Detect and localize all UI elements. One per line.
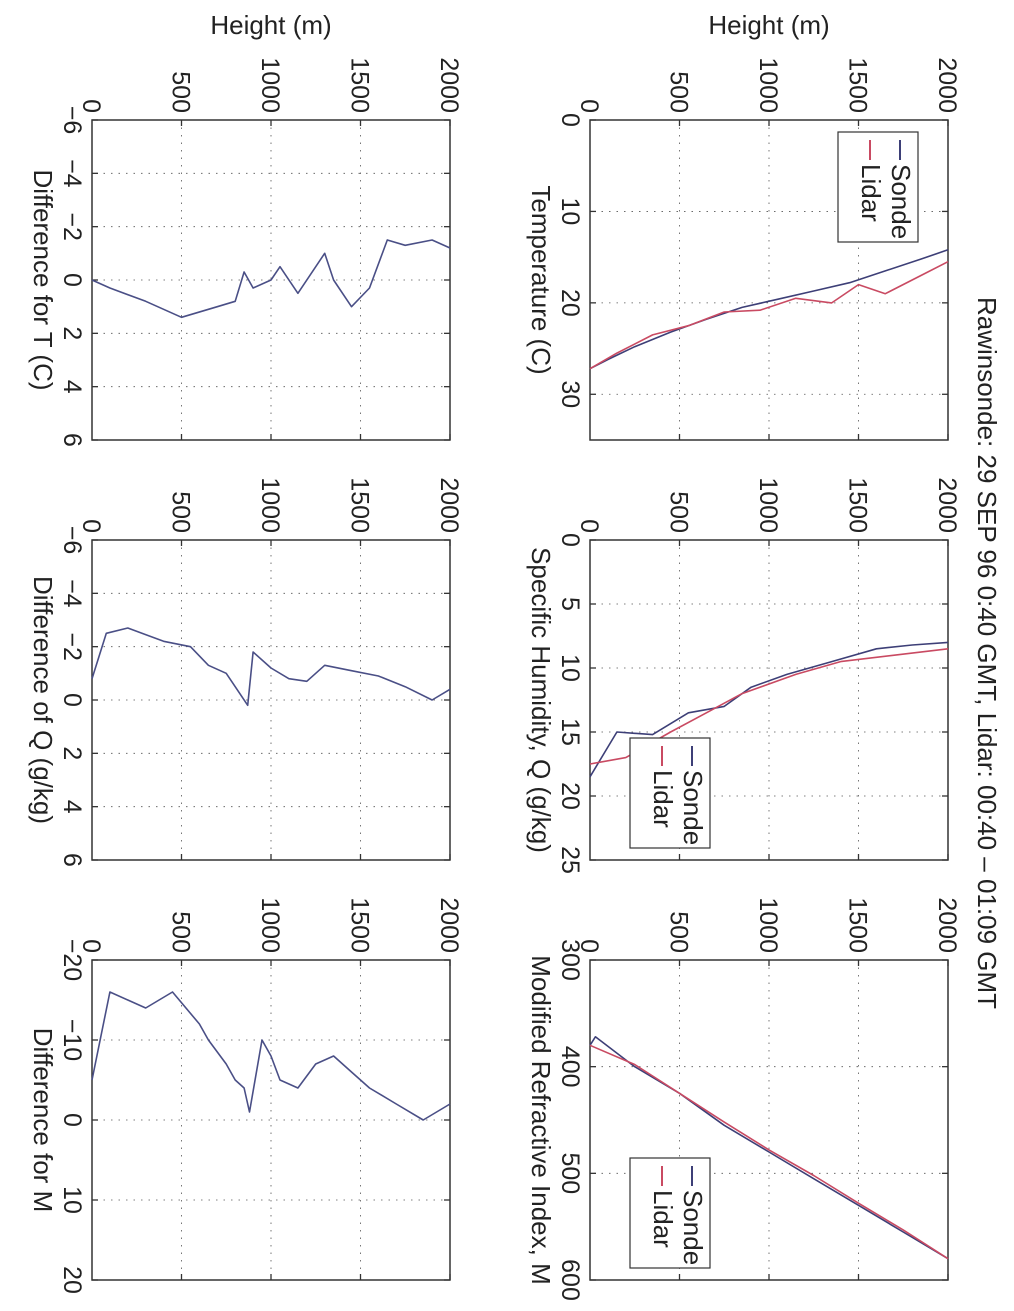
series-line-lidar bbox=[589, 1044, 949, 1260]
x-tick-label: −2 bbox=[58, 212, 86, 241]
legend-label-lidar: Lidar bbox=[856, 164, 886, 222]
x-tick-label: 20 bbox=[58, 1266, 86, 1294]
x-tick-label: 6 bbox=[58, 853, 86, 867]
x-axis-label: Specific Humidity, Q (g/kg) bbox=[526, 547, 556, 853]
x-tick-label: −10 bbox=[58, 1019, 86, 1061]
x-tick-label: 15 bbox=[556, 718, 584, 746]
y-tick-label: 1500 bbox=[346, 477, 374, 533]
series-line-sonde bbox=[589, 1036, 949, 1260]
x-axis-label: Difference of Q (g/kg) bbox=[28, 576, 58, 824]
y-tick-label: 2000 bbox=[933, 477, 961, 533]
y-tick-label: 1000 bbox=[754, 477, 782, 533]
x-axis-label: Difference for T (C) bbox=[28, 169, 58, 390]
difference-line bbox=[91, 239, 451, 319]
x-tick-label: 0 bbox=[556, 113, 584, 127]
x-tick-label: 20 bbox=[556, 782, 584, 810]
y-tick-label: 1000 bbox=[754, 57, 782, 113]
x-axis-label: Temperature (C) bbox=[526, 185, 556, 374]
difference-line bbox=[91, 991, 451, 1121]
x-tick-label: 0 bbox=[58, 1113, 86, 1127]
legend-label-sonde: Sonde bbox=[678, 770, 708, 845]
y-axis-label: Height (m) bbox=[210, 10, 331, 40]
y-tick-label: 1500 bbox=[844, 477, 872, 533]
y-tick-label-zero: 0 bbox=[575, 519, 603, 533]
x-tick-label: −20 bbox=[58, 939, 86, 981]
x-axis-label: Difference for M bbox=[28, 1028, 58, 1212]
series-line-sonde bbox=[589, 249, 949, 370]
x-tick-label: 6 bbox=[58, 433, 86, 447]
x-tick-label: −2 bbox=[58, 632, 86, 661]
y-tick-label: 1500 bbox=[844, 897, 872, 953]
x-tick-label: 0 bbox=[556, 533, 584, 547]
y-tick-label-zero: 0 bbox=[77, 99, 105, 113]
y-tick-label: 1000 bbox=[256, 897, 284, 953]
legend-label-lidar: Lidar bbox=[648, 770, 678, 828]
y-tick-label: 2000 bbox=[933, 57, 961, 113]
series-line-lidar bbox=[589, 260, 949, 370]
y-tick-label: 2000 bbox=[933, 897, 961, 953]
panel-1: 0 10 20 30 500 1000 1500 2000 0 Temperature (C) He… bbox=[526, 10, 961, 441]
y-tick-label: 500 bbox=[167, 71, 195, 113]
y-tick-label: 500 bbox=[665, 71, 693, 113]
y-tick-label: 2000 bbox=[435, 477, 463, 533]
y-tick-label-zero: 0 bbox=[575, 99, 603, 113]
legend-label-sonde: Sonde bbox=[886, 164, 916, 239]
legend-box bbox=[629, 737, 711, 849]
x-tick-label: 10 bbox=[58, 1186, 86, 1214]
y-tick-label: 1000 bbox=[754, 897, 782, 953]
x-tick-label: 4 bbox=[58, 380, 86, 394]
y-tick-label: 1000 bbox=[256, 477, 284, 533]
y-tick-label: 1500 bbox=[346, 57, 374, 113]
x-tick-label: 2 bbox=[58, 746, 86, 760]
x-tick-label: 500 bbox=[556, 1152, 584, 1194]
legend-box bbox=[837, 131, 919, 243]
y-tick-label: 500 bbox=[167, 911, 195, 953]
series-line-sonde bbox=[589, 641, 949, 778]
y-tick-label: 1000 bbox=[256, 57, 284, 113]
x-tick-label: 30 bbox=[556, 380, 584, 408]
x-tick-label: 10 bbox=[556, 198, 584, 226]
x-tick-label: 2 bbox=[58, 326, 86, 340]
y-tick-label: 500 bbox=[167, 491, 195, 533]
difference-line bbox=[91, 627, 451, 707]
panel-3: 300 400 500 600 500 1000 1500 2000 0 Modified Ref… bbox=[526, 897, 961, 1300]
legend-box bbox=[629, 1157, 711, 1269]
x-tick-label: −4 bbox=[58, 579, 86, 608]
x-tick-label: 300 bbox=[556, 939, 584, 981]
legend-label-lidar: Lidar bbox=[648, 1190, 678, 1248]
x-tick-label: −4 bbox=[58, 159, 86, 188]
x-tick-label: −6 bbox=[58, 106, 86, 135]
x-tick-label: 10 bbox=[556, 654, 584, 682]
y-tick-label: 2000 bbox=[435, 897, 463, 953]
y-tick-label: 2000 bbox=[435, 57, 463, 113]
x-tick-label: 20 bbox=[556, 289, 584, 317]
x-tick-label: 600 bbox=[556, 1259, 584, 1301]
y-tick-label: 1500 bbox=[346, 897, 374, 953]
x-axis-label: Modified Refractive Index, M bbox=[526, 955, 556, 1284]
y-tick-label-zero: 0 bbox=[77, 939, 105, 953]
x-tick-label: 0 bbox=[58, 693, 86, 707]
x-tick-label: 0 bbox=[58, 273, 86, 287]
x-tick-label: 4 bbox=[58, 800, 86, 814]
y-tick-label: 500 bbox=[665, 491, 693, 533]
x-tick-label: 25 bbox=[556, 846, 584, 874]
figure-title: Rawinsonde: 29 SEP 96 0:40 GMT, Lidar: 0… bbox=[972, 297, 1002, 1009]
x-tick-label: 5 bbox=[556, 597, 584, 611]
y-tick-label: 500 bbox=[665, 911, 693, 953]
legend-label-sonde: Sonde bbox=[678, 1190, 708, 1265]
y-tick-label-zero: 0 bbox=[77, 519, 105, 533]
y-tick-label: 1500 bbox=[844, 57, 872, 113]
x-tick-label: 400 bbox=[556, 1046, 584, 1088]
y-tick-label-zero: 0 bbox=[575, 939, 603, 953]
x-tick-label: −6 bbox=[58, 526, 86, 555]
y-axis-label: Height (m) bbox=[708, 10, 829, 40]
